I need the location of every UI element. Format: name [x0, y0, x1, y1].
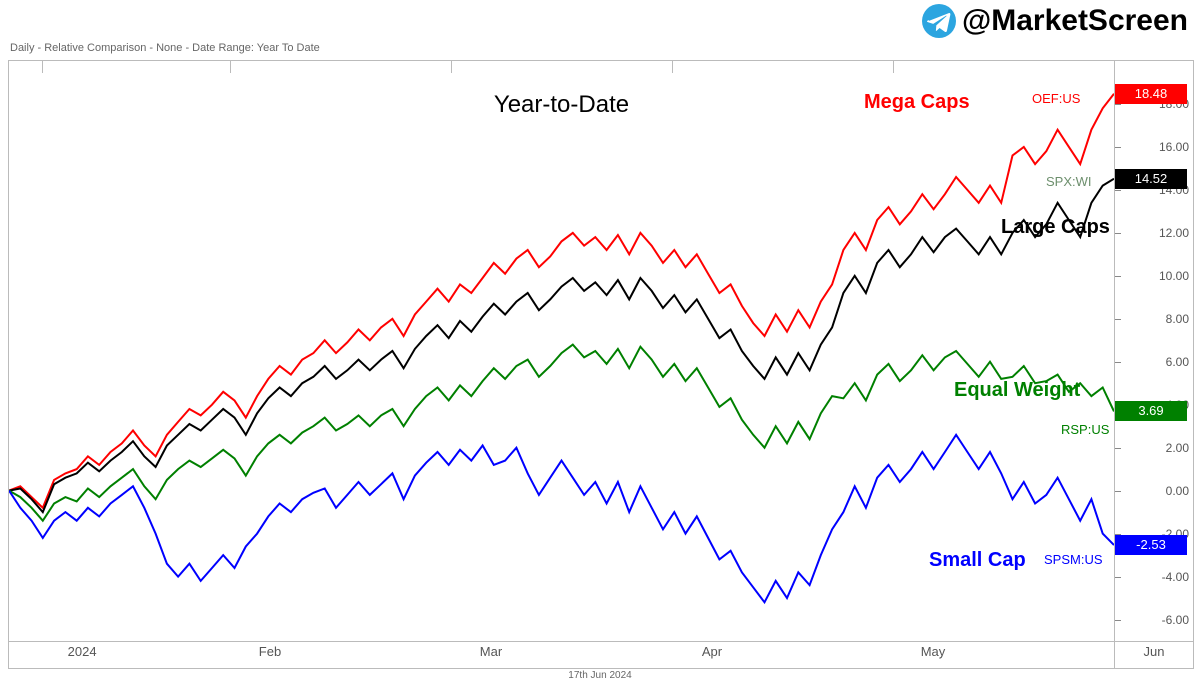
series-label: Small Cap — [929, 549, 1026, 572]
ytick-label: 2.00 — [1166, 441, 1189, 455]
watermark: @MarketScreen — [922, 4, 1188, 38]
ytick-label: 10.00 — [1159, 269, 1189, 283]
watermark-handle: @MarketScreen — [962, 4, 1188, 38]
ytick-label: -6.00 — [1162, 613, 1189, 627]
axis-corner — [1115, 640, 1194, 669]
price-tag: 3.69 — [1115, 401, 1187, 421]
ytick-label: 12.00 — [1159, 226, 1189, 240]
series-label: Equal Weight — [954, 379, 1080, 402]
ytick-mark — [1115, 276, 1121, 277]
series-line — [9, 435, 1114, 603]
ytick-mark — [1115, 233, 1121, 234]
price-tag: -2.53 — [1115, 535, 1187, 555]
xtick-label: Mar — [480, 644, 502, 659]
price-tag: 18.48 — [1115, 84, 1187, 104]
footer-date: 17th Jun 2024 — [568, 670, 631, 681]
xtick-mark — [893, 61, 894, 73]
ytick-label: 16.00 — [1159, 140, 1189, 154]
ytick-mark — [1115, 620, 1121, 621]
series-label: Mega Caps — [864, 91, 970, 114]
ytick-label: -4.00 — [1162, 570, 1189, 584]
xtick-mark — [230, 61, 231, 73]
chart-container: @MarketScreen Daily - Relative Compariso… — [0, 0, 1200, 683]
ytick-mark — [1115, 190, 1121, 191]
plot-area: Year-to-Date Mega CapsOEF:USLarge CapsSP… — [8, 60, 1115, 642]
ytick-mark — [1115, 491, 1121, 492]
xtick-label: Apr — [702, 644, 722, 659]
ytick-label: 6.00 — [1166, 355, 1189, 369]
chart-subtitle: Daily - Relative Comparison - None - Dat… — [10, 42, 320, 54]
ticker-label: RSP:US — [1061, 422, 1109, 437]
xtick-label: May — [921, 644, 946, 659]
ytick-label: 8.00 — [1166, 312, 1189, 326]
ytick-mark — [1115, 319, 1121, 320]
ticker-label: SPX:WI — [1046, 174, 1092, 189]
series-label: Large Caps — [1001, 216, 1110, 239]
price-tag: 14.52 — [1115, 169, 1187, 189]
ticker-label: SPSM:US — [1044, 552, 1103, 567]
ytick-label: 0.00 — [1166, 484, 1189, 498]
telegram-icon — [922, 4, 956, 38]
ytick-mark — [1115, 362, 1121, 363]
ytick-mark — [1115, 448, 1121, 449]
ytick-mark — [1115, 577, 1121, 578]
x-axis: 2024FebMarAprMayJun — [8, 640, 1115, 669]
ticker-label: OEF:US — [1032, 91, 1080, 106]
series-line — [9, 345, 1114, 521]
xtick-mark — [42, 61, 43, 73]
ytick-mark — [1115, 147, 1121, 148]
y-axis: -6.00-4.00-2.000.002.004.006.008.0010.00… — [1115, 60, 1194, 642]
xtick-label: 2024 — [68, 644, 97, 659]
xtick-label: Feb — [259, 644, 281, 659]
xtick-mark — [451, 61, 452, 73]
ytick-mark — [1115, 104, 1121, 105]
xtick-mark — [672, 61, 673, 73]
